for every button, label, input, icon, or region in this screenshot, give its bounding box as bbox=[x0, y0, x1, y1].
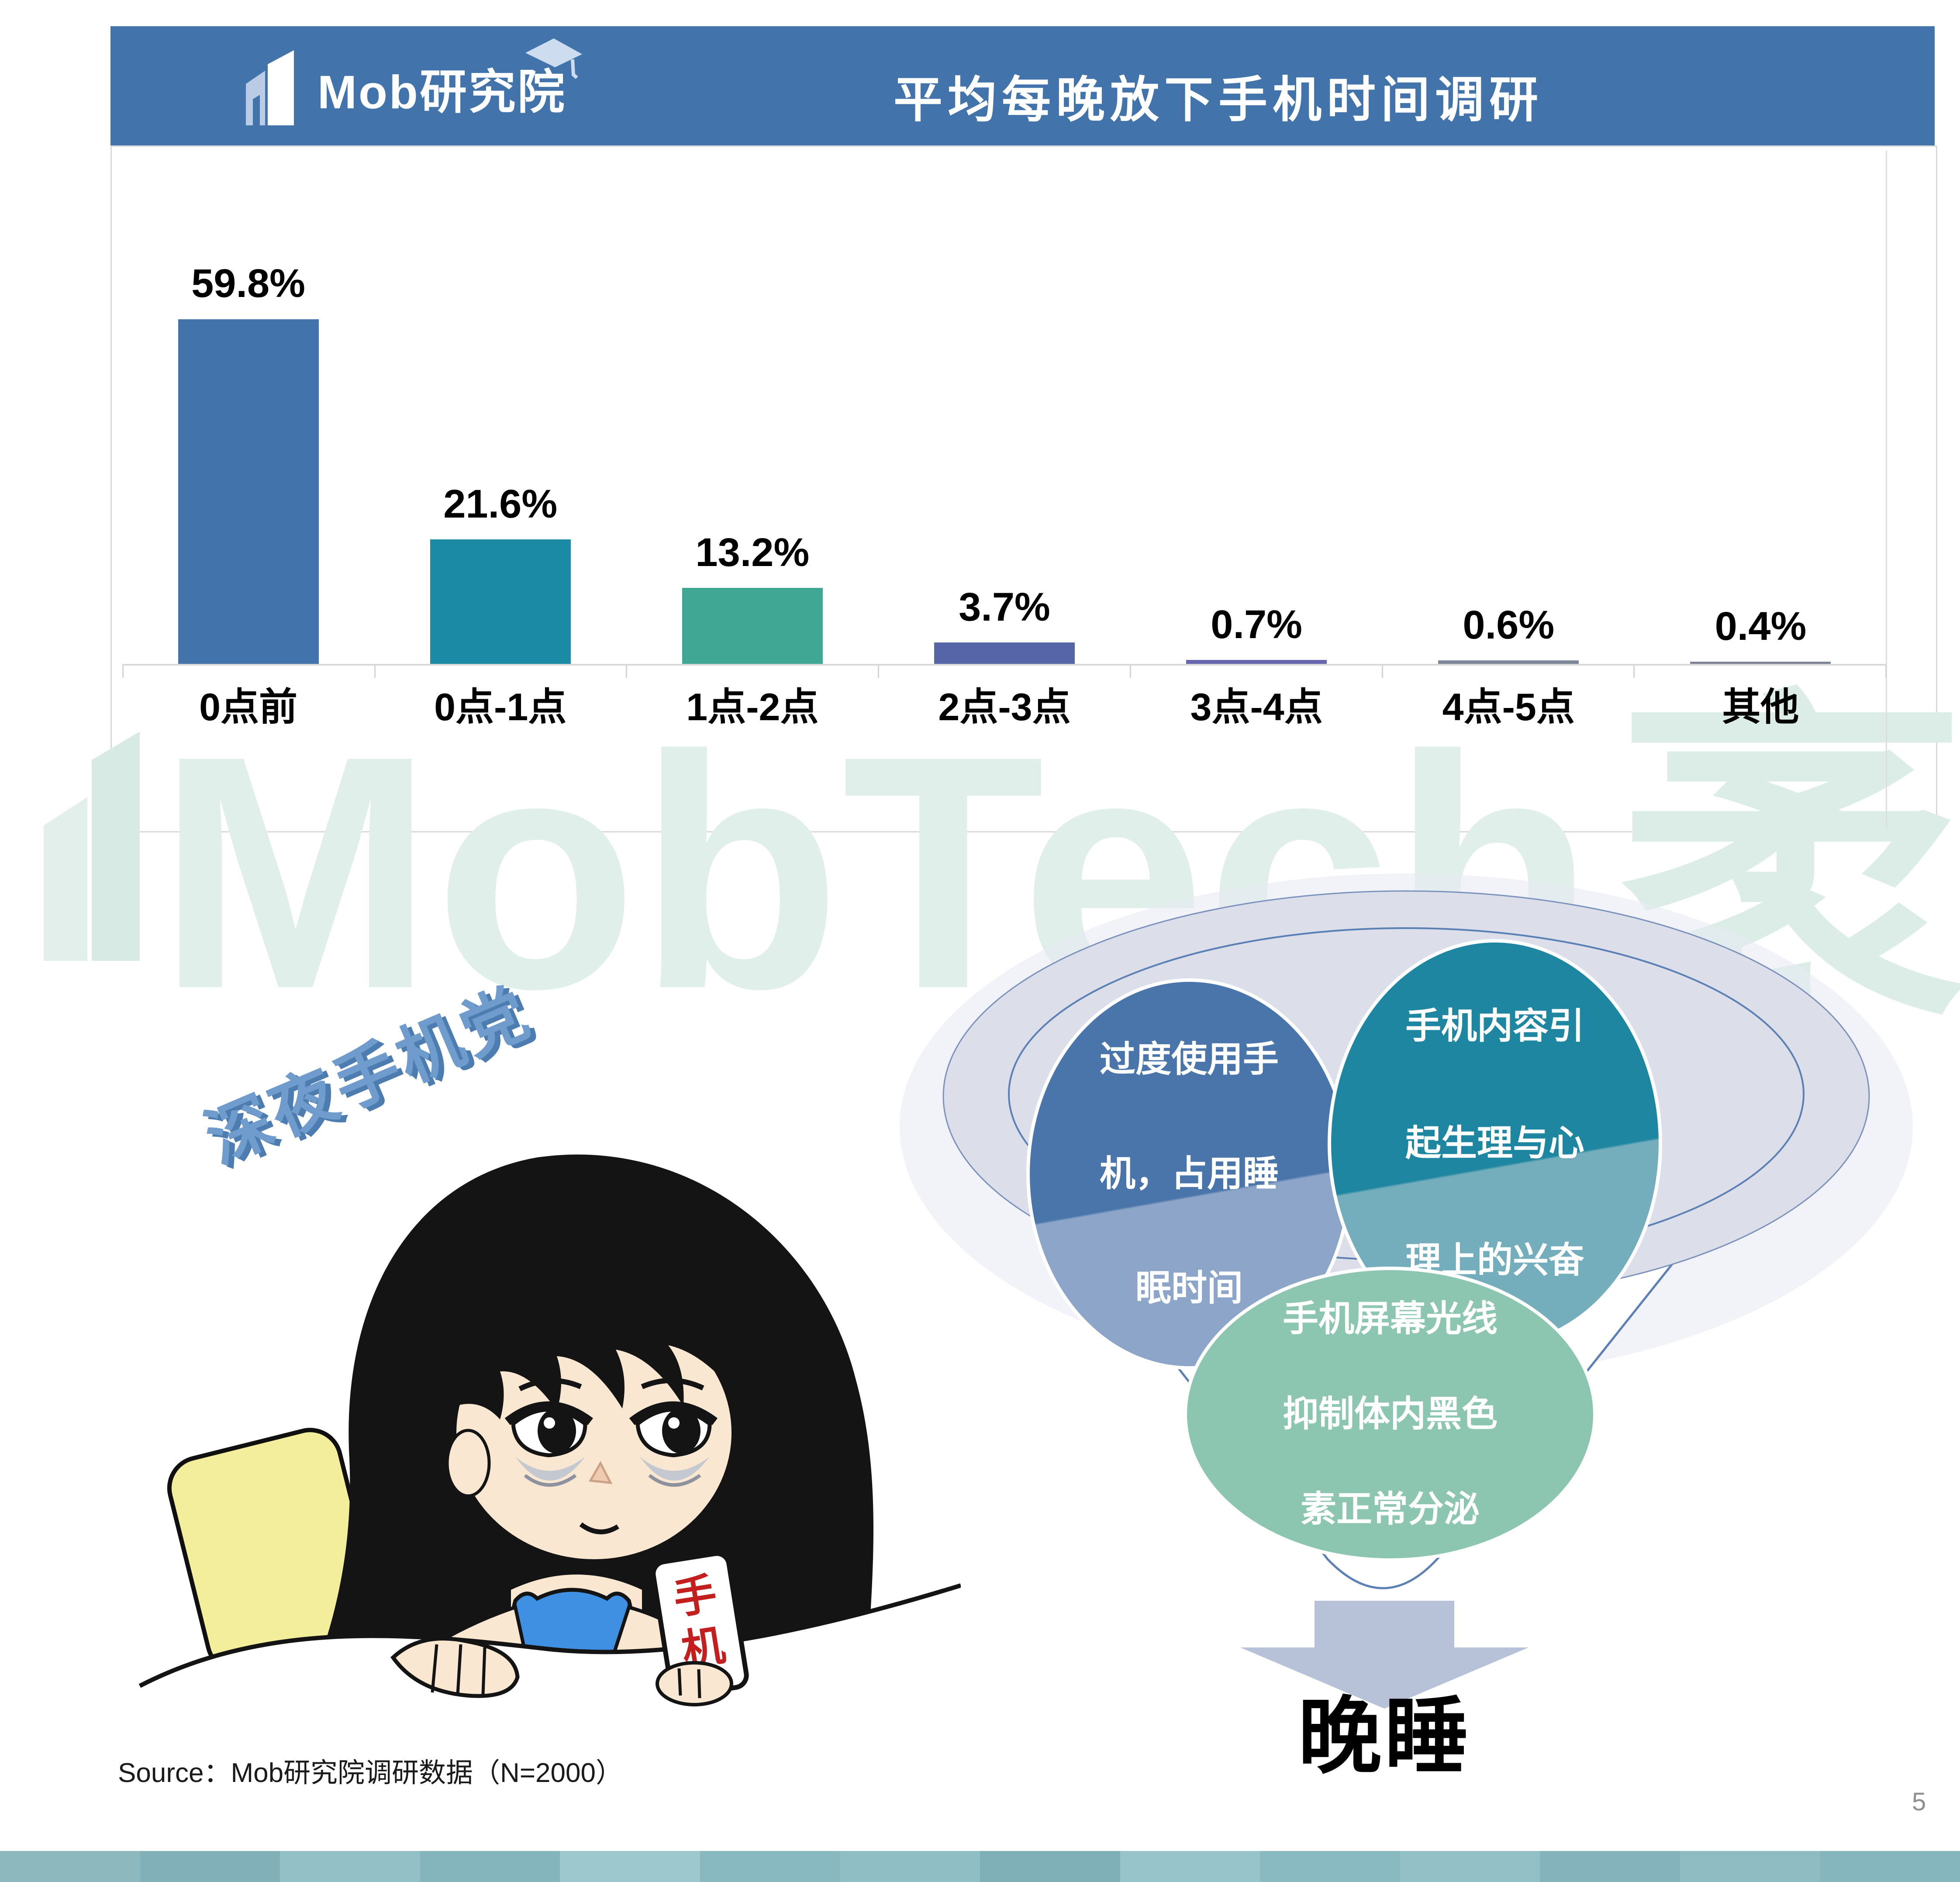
logo-text: Mob研究院 bbox=[317, 66, 566, 118]
x-axis-label: 其他 bbox=[1722, 685, 1799, 729]
page-number: 5 bbox=[1912, 1788, 1926, 1816]
girl-mouth bbox=[579, 1522, 619, 1534]
cartoon-tired-girl: 手 机 bbox=[138, 1154, 961, 1751]
bar-value-label: 13.2% bbox=[695, 530, 810, 575]
girl-brow-right bbox=[641, 1378, 704, 1391]
chart-card bbox=[110, 145, 1937, 832]
bottom-strip bbox=[0, 1851, 1960, 1882]
bar bbox=[1186, 660, 1327, 664]
down-arrow-icon bbox=[1315, 1601, 1454, 1648]
girl-ear bbox=[445, 1429, 491, 1498]
bar-chart: 59.8% 21.6% 13.2% 3.7% 0.7% 0.6% 0.4% bbox=[122, 148, 1887, 664]
logo: Mob研究院 bbox=[238, 38, 582, 132]
girl-brow-left bbox=[518, 1378, 582, 1392]
page-title: 平均每晚放下手机时间调研 bbox=[894, 73, 1543, 127]
plot-right-border bbox=[1886, 151, 1887, 828]
bar-value-label: 59.8% bbox=[191, 261, 305, 306]
bubble-text-line: 手机屏幕光线 bbox=[1282, 1299, 1498, 1339]
logo-building-icon bbox=[246, 50, 294, 125]
bar-column: 59.8% bbox=[122, 262, 374, 664]
bubble-text-line: 机，占用睡 bbox=[1099, 1154, 1279, 1194]
girl-hand-left bbox=[390, 1637, 520, 1698]
bar-column: 0.4% bbox=[1635, 604, 1887, 664]
x-axis-label: 0点-1点 bbox=[434, 685, 567, 729]
bubble-text-line: 抑制体内黑色 bbox=[1282, 1394, 1498, 1434]
bar-value-label: 0.7% bbox=[1211, 602, 1302, 647]
bar bbox=[682, 587, 823, 664]
bar-value-label: 0.4% bbox=[1715, 604, 1807, 649]
bar-column: 0.6% bbox=[1383, 603, 1635, 664]
phone-label-char-1: 手 bbox=[670, 1569, 720, 1623]
bar bbox=[1690, 661, 1831, 664]
x-axis-label: 0点前 bbox=[199, 685, 298, 729]
bar-column: 13.2% bbox=[626, 530, 878, 664]
bed-blanket bbox=[140, 1585, 961, 1751]
girl-eyes bbox=[504, 1401, 718, 1457]
bar bbox=[430, 539, 571, 664]
girl-nose bbox=[588, 1461, 613, 1484]
eye-bag-left bbox=[515, 1457, 585, 1481]
bar-value-label: 3.7% bbox=[959, 584, 1050, 629]
header-bar: Mob研究院 平均每晚放下手机时间调研 bbox=[110, 26, 1935, 145]
x-axis bbox=[122, 664, 1887, 678]
girl-hand-right bbox=[656, 1661, 733, 1706]
bubble-text-line: 起生理与心 bbox=[1405, 1123, 1584, 1163]
watermark-building-icon bbox=[44, 732, 140, 961]
x-axis-label: 4点-5点 bbox=[1442, 685, 1575, 729]
bar-column: 21.6% bbox=[374, 482, 626, 664]
bar bbox=[1438, 660, 1579, 664]
down-arrow-head-icon bbox=[1240, 1647, 1529, 1709]
funnel-result-label: 晚睡 bbox=[1298, 1689, 1471, 1783]
x-axis-label: 2点-3点 bbox=[938, 685, 1071, 729]
phone: 手 机 bbox=[651, 1551, 749, 1698]
bar-column: 0.7% bbox=[1131, 602, 1383, 664]
bubble-text-line: 过度使用手 bbox=[1099, 1039, 1279, 1079]
bar-column: 3.7% bbox=[878, 585, 1130, 664]
eye-bag-right bbox=[640, 1457, 710, 1481]
funnel-bubble: 手机屏幕光线 抑制体内黑色 素正常分泌 bbox=[1184, 1267, 1597, 1562]
x-axis-label: 3点-4点 bbox=[1190, 685, 1323, 729]
bubble-text-line: 手机内容引 bbox=[1405, 1006, 1584, 1046]
x-axis-labels: 0点前 0点-1点 1点-2点 2点-3点 3点-4点 4点-5点 其他 bbox=[122, 676, 1887, 732]
bar bbox=[934, 642, 1075, 664]
bar-value-label: 21.6% bbox=[443, 481, 558, 526]
source-note: Source：Mob研究院调研数据（N=2000） bbox=[118, 1758, 623, 1788]
graduation-cap-icon bbox=[525, 38, 582, 79]
x-axis-label: 1点-2点 bbox=[686, 685, 819, 729]
bubble-text-line: 素正常分泌 bbox=[1300, 1489, 1480, 1529]
bar bbox=[178, 319, 319, 664]
bar-value-label: 0.6% bbox=[1463, 602, 1555, 647]
bubble-text-line: 眠时间 bbox=[1135, 1268, 1243, 1308]
